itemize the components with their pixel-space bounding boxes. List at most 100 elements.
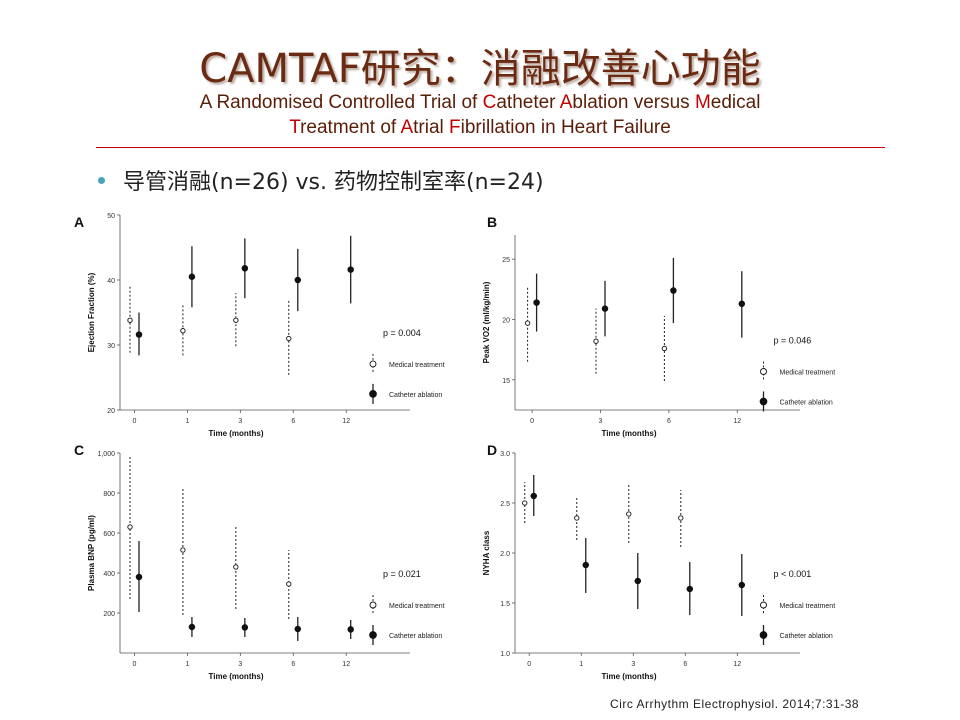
subtitle-highlight: C bbox=[482, 92, 497, 113]
x-tick-label: 12 bbox=[733, 661, 741, 668]
point-medical bbox=[593, 338, 599, 344]
x-tick-label: 0 bbox=[527, 661, 531, 668]
y-tick-label: 1.5 bbox=[500, 601, 510, 608]
point-ablation bbox=[582, 561, 590, 569]
x-tick-label: 3 bbox=[238, 661, 242, 668]
x-tick-label: 1 bbox=[579, 661, 583, 668]
x-tick-label: 3 bbox=[238, 418, 242, 425]
y-tick-label: 25 bbox=[502, 257, 510, 264]
panel-label: B bbox=[487, 214, 497, 230]
point-medical bbox=[678, 515, 684, 521]
point-medical bbox=[233, 564, 239, 570]
point-ablation bbox=[686, 585, 694, 593]
subtitle-highlight: A bbox=[400, 117, 414, 138]
panel-label: A bbox=[74, 214, 84, 230]
point-medical bbox=[286, 335, 292, 342]
legend-label: Medical treatment bbox=[780, 370, 836, 377]
p-value-label: p = 0.004 bbox=[383, 328, 421, 338]
x-tick-label: 1 bbox=[185, 418, 189, 425]
chart-b-svg: B 15 20 25 0 3 6 12 Time (months) Peak VO2 (ml/kg… bbox=[482, 214, 836, 438]
x-tick-label: 6 bbox=[683, 661, 687, 668]
y-tick-label: 40 bbox=[107, 278, 115, 285]
subtitle-text: A Randomised Controlled Trial of bbox=[199, 92, 483, 113]
y-axis-title: Ejection Fraction (%) bbox=[87, 272, 96, 352]
legend-marker-medical bbox=[760, 368, 767, 375]
bullet-dot-icon bbox=[98, 176, 105, 184]
y-tick-label: 50 bbox=[107, 213, 115, 220]
y-tick-label: 600 bbox=[103, 531, 115, 538]
point-ablation bbox=[738, 581, 746, 589]
point-ablation bbox=[188, 623, 196, 631]
x-tick-label: 6 bbox=[291, 418, 295, 425]
point-ablation bbox=[738, 300, 746, 308]
chart-a-svg: A 20 30 40 50 0 1 3 6 12 Time (months) Ejection Fra… bbox=[74, 213, 445, 438]
slide-title: CAMTAF研究：消融改善心功能 bbox=[199, 46, 761, 92]
y-tick-label: 200 bbox=[103, 611, 115, 618]
legend-label: Catheter ablation bbox=[389, 392, 442, 399]
y-tick-label: 30 bbox=[107, 343, 115, 350]
x-tick-label: 3 bbox=[631, 661, 635, 668]
y-tick-label: 1,000 bbox=[97, 451, 115, 458]
chart-panel-a: A 20 30 40 50 0 1 3 6 12 Time (months) Ejection Fra… bbox=[70, 205, 470, 440]
x-tick-label: 0 bbox=[133, 661, 137, 668]
point-medical bbox=[233, 317, 239, 323]
legend-label: Medical treatment bbox=[780, 603, 836, 610]
subtitle-text: trial bbox=[413, 117, 450, 138]
x-tick-label: 1 bbox=[185, 661, 189, 668]
subtitle-text: atheter bbox=[496, 92, 560, 113]
x-axis-title: Time (months) bbox=[602, 429, 657, 438]
legend-marker-medical bbox=[760, 601, 767, 609]
y-tick-label: 15 bbox=[502, 378, 510, 385]
p-value-label: p < 0.001 bbox=[774, 569, 812, 579]
point-ablation bbox=[135, 573, 143, 581]
panel-label: C bbox=[74, 442, 84, 458]
subtitle-highlight: M bbox=[694, 92, 711, 113]
slide-subtitle: A Randomised Controlled Trial of Cathete… bbox=[80, 90, 880, 140]
point-medical bbox=[127, 524, 133, 530]
y-tick-label: 1.0 bbox=[500, 651, 510, 658]
y-tick-label: 20 bbox=[502, 317, 510, 324]
subtitle-highlight: T bbox=[289, 117, 301, 138]
y-axis-title: Peak VO2 (ml/kg/min) bbox=[482, 281, 491, 363]
legend-label: Medical treatment bbox=[389, 603, 445, 610]
x-tick-label: 12 bbox=[342, 661, 350, 668]
legend-marker-ablation bbox=[759, 397, 768, 406]
x-axis-title: Time (months) bbox=[209, 672, 264, 681]
legend-marker-ablation bbox=[369, 390, 377, 398]
point-medical bbox=[574, 515, 580, 521]
subtitle-text: blation versus bbox=[572, 92, 695, 113]
chart-c-svg: C 200 400 600 800 1,000 0 1 3 6 12 Time (months) Pla… bbox=[74, 442, 445, 681]
legend-marker-ablation bbox=[759, 631, 768, 639]
chart-panel-b: B 15 20 25 0 3 6 12 Time (months) Peak VO2 (ml/kg… bbox=[482, 205, 885, 440]
legend-label: Catheter ablation bbox=[780, 633, 833, 640]
y-tick-label: 2.0 bbox=[500, 551, 510, 558]
x-tick-label: 12 bbox=[733, 418, 741, 425]
point-medical bbox=[522, 500, 528, 506]
point-medical bbox=[180, 328, 186, 334]
subtitle-highlight: A bbox=[559, 92, 573, 113]
point-ablation bbox=[347, 266, 354, 273]
point-medical bbox=[127, 317, 133, 323]
x-tick-label: 0 bbox=[133, 418, 137, 425]
point-ablation bbox=[294, 276, 302, 284]
point-ablation bbox=[241, 624, 249, 631]
point-medical bbox=[661, 345, 668, 352]
x-tick-label: 12 bbox=[342, 418, 350, 425]
legend-label: Medical treatment bbox=[389, 362, 445, 369]
citation: Circ Arrhythm Electrophysiol. 2014;7:31-… bbox=[610, 697, 860, 711]
legend-marker-medical bbox=[369, 360, 377, 368]
chart-d-svg: D 1.0 1.5 2.0 2.5 3.0 0 1 3 6 12 Time (months) NYHA … bbox=[482, 442, 836, 681]
legend-marker-medical bbox=[369, 601, 377, 609]
x-tick-label: 6 bbox=[667, 418, 671, 425]
point-ablation bbox=[670, 287, 677, 294]
y-tick-label: 2.5 bbox=[500, 501, 510, 508]
point-medical bbox=[626, 511, 632, 517]
point-medical bbox=[180, 547, 186, 553]
y-tick-label: 20 bbox=[107, 408, 115, 415]
title-divider bbox=[96, 147, 885, 148]
point-ablation bbox=[601, 305, 609, 312]
y-tick-label: 400 bbox=[103, 571, 115, 578]
legend-label: Catheter ablation bbox=[780, 400, 833, 407]
subtitle-highlight: F bbox=[449, 117, 461, 138]
point-medical bbox=[286, 581, 292, 587]
